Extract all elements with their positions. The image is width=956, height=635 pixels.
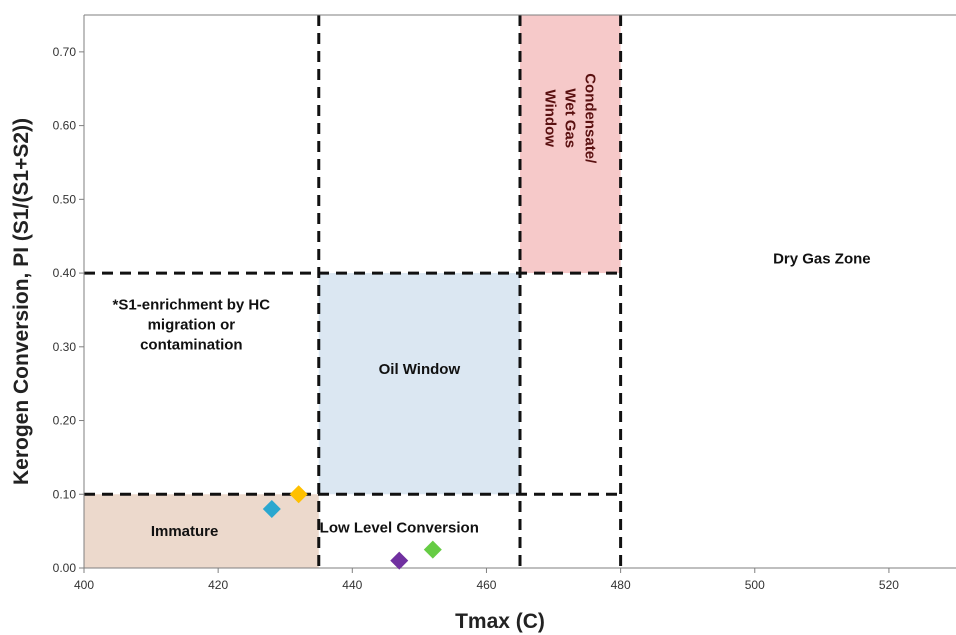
- annotation-s1-enrichment: *S1-enrichment by HC migration or contamin…: [113, 297, 271, 354]
- x-tick-label: 460: [476, 578, 496, 592]
- y-tick-label: 0.50: [53, 192, 77, 206]
- y-tick-label: 0.00: [53, 561, 77, 575]
- data-point-marker: [262, 500, 281, 519]
- zone-oil-window: [318, 273, 520, 495]
- annotations: Immature Low Level Conversion Oil Window Dr…: [113, 73, 871, 540]
- annotation-dry-gas-zone: Dry Gas Zone: [773, 250, 871, 267]
- zone-immature: [84, 494, 319, 568]
- x-tick-label: 500: [745, 578, 765, 592]
- annotation-line: *S1-enrichment by HC: [113, 297, 271, 314]
- annotation-line: Immature: [151, 523, 219, 540]
- data-points: [262, 485, 442, 570]
- y-tick-label: 0.40: [53, 266, 77, 280]
- y-tick-label: 0.60: [53, 119, 77, 133]
- axes: [83, 14, 956, 569]
- ticks: 400 420 440 460 480 500 520 0.00 0.10 0.20 0.30 0.4…: [53, 45, 900, 592]
- annotation-line: Window: [541, 90, 558, 148]
- annotation-condensate: Condensate/Wet GasWindow: [541, 73, 598, 164]
- y-axis-title: Kerogen Conversion, PI (S1/(S1+S2)): [10, 118, 33, 485]
- data-point-marker: [423, 540, 442, 559]
- zone-condensate: [520, 15, 621, 274]
- annotation-line: Wet Gas: [561, 88, 578, 148]
- annotation-low-level-conversion: Low Level Conversion: [320, 519, 479, 536]
- boundaries: [84, 15, 623, 568]
- x-tick-label: 400: [74, 578, 94, 592]
- data-point-marker: [289, 485, 308, 504]
- data-point-marker: [390, 551, 409, 570]
- x-axis-title: Tmax (C): [455, 610, 545, 633]
- annotation-line: Low Level Conversion: [320, 519, 479, 536]
- x-tick-label: 420: [208, 578, 228, 592]
- x-tick-label: 440: [342, 578, 362, 592]
- y-tick-label: 0.70: [53, 45, 77, 59]
- annotation-line: migration or: [148, 317, 236, 334]
- zones: [84, 15, 621, 568]
- y-tick-label: 0.10: [53, 487, 77, 501]
- annotation-oil-window: Oil Window: [379, 361, 461, 378]
- x-tick-label: 480: [611, 578, 631, 592]
- annotation-line: Condensate/: [581, 73, 598, 164]
- x-tick-label: 520: [879, 578, 899, 592]
- annotation-line: contamination: [140, 337, 243, 354]
- annotation-immature: Immature: [151, 523, 219, 540]
- annotation-line: Dry Gas Zone: [773, 250, 871, 267]
- y-tick-label: 0.20: [53, 414, 77, 428]
- annotation-line: Oil Window: [379, 361, 461, 378]
- y-tick-label: 0.30: [53, 340, 77, 354]
